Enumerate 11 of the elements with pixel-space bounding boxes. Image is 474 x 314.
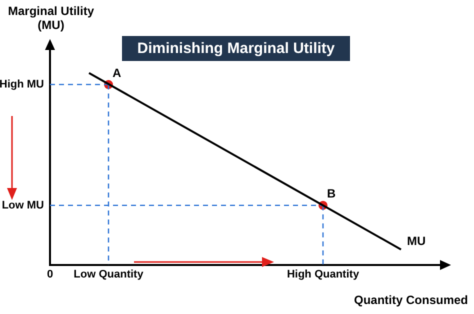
x-tick-label: Low Quantity (74, 268, 144, 280)
series-label: Low MU (2, 199, 44, 212)
chart-title: Diminishing Marginal Utility (122, 36, 350, 61)
x-tick-label: 0 (46, 268, 54, 280)
x-tick-label: High Quantity (286, 268, 360, 280)
x-axis-title: Quantity Consumed (354, 293, 468, 307)
y-axis-title: Marginal Utility (MU) (8, 4, 94, 32)
series-label: MU (407, 234, 426, 248)
annotation: B (327, 186, 336, 201)
series-label: High MU (0, 78, 44, 91)
annotation: A (112, 66, 122, 80)
